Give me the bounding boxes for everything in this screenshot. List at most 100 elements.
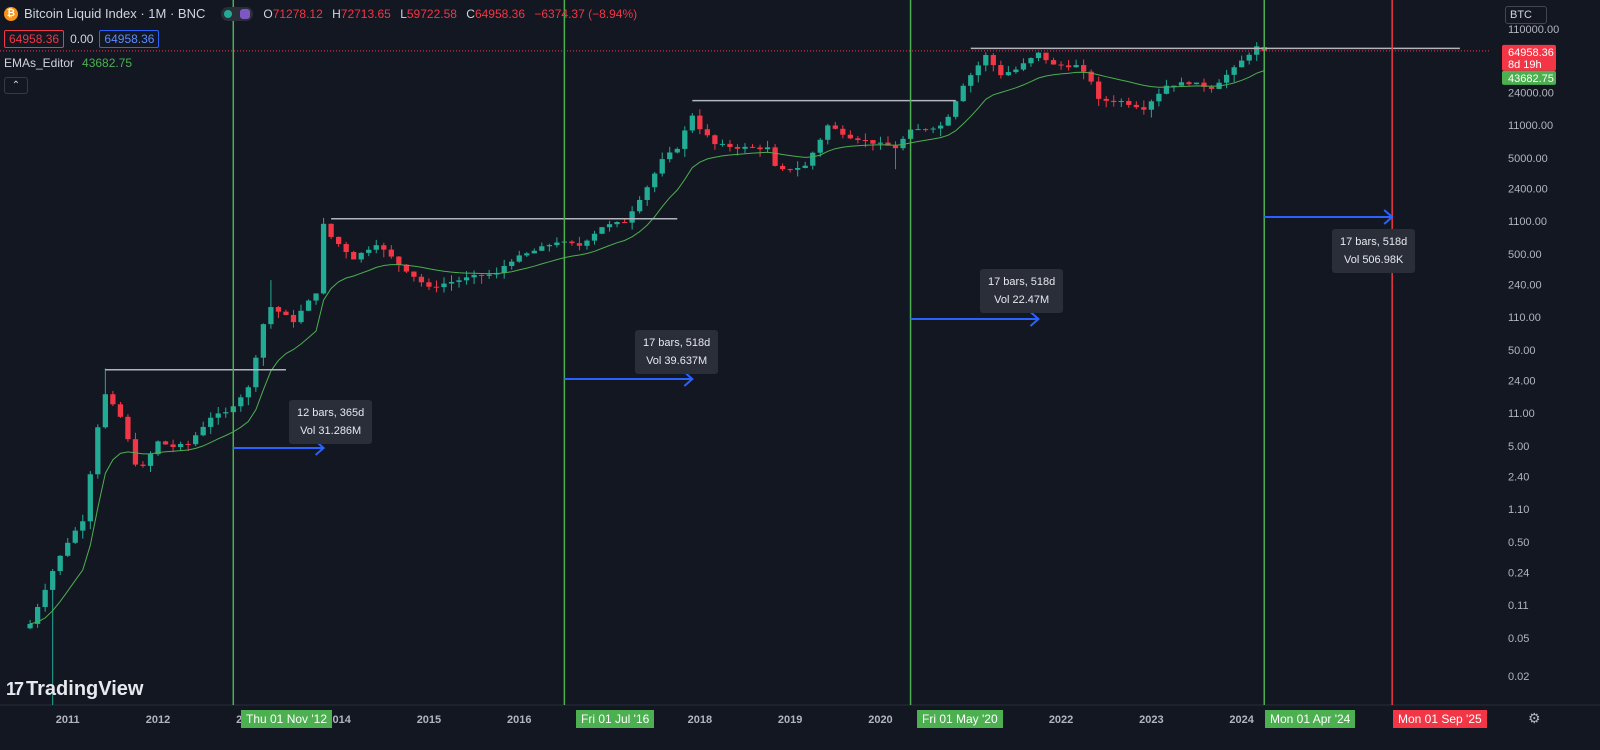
candle-body <box>1118 100 1124 103</box>
candle-body <box>117 404 124 417</box>
y-tick-label: 110000.00 <box>1508 24 1559 36</box>
candle-body <box>50 571 56 590</box>
last-price-tag <box>1502 44 1556 71</box>
candle-body <box>779 165 786 170</box>
candle-body <box>757 147 763 150</box>
candle-body <box>1133 104 1139 108</box>
candle-body <box>847 134 853 139</box>
candle-body <box>328 223 334 237</box>
candle-body <box>772 147 778 166</box>
y-tick-label: 5000.00 <box>1508 153 1548 165</box>
candle-body <box>749 146 756 148</box>
candle-body <box>614 222 620 225</box>
candle-body <box>810 152 816 166</box>
gear-icon[interactable]: ⚙ <box>1528 710 1541 726</box>
candle-body <box>132 439 139 465</box>
y-tick-label: 11.00 <box>1508 408 1535 420</box>
candle-body <box>185 443 191 445</box>
candle-body <box>509 261 515 267</box>
indicator-legend[interactable]: EMAs_Editor 43682.75 <box>4 56 132 70</box>
market-open-icon <box>224 9 233 18</box>
y-tick-label: 0.02 <box>1508 671 1529 683</box>
y-tick-label: 1.10 <box>1508 504 1529 516</box>
candle-body <box>1096 81 1102 99</box>
y-tick-label: 0.24 <box>1508 567 1529 579</box>
candle-body <box>403 264 409 272</box>
symbol-title[interactable]: Bitcoin Liquid Index · 1M · BNC <box>24 6 206 21</box>
candle-body <box>1193 82 1200 85</box>
vline-date-label: Mon 01 Sep '25 <box>1393 710 1487 728</box>
candle-body <box>208 417 214 427</box>
candle-body <box>945 116 951 126</box>
candle-body <box>1239 60 1245 68</box>
tradingview-logo: 17 TradingView <box>6 678 143 701</box>
ema-line <box>29 70 1265 625</box>
candle-body <box>674 148 680 153</box>
bitcoin-icon: ₿ <box>4 6 18 21</box>
candle-body <box>629 211 635 223</box>
candle-body <box>554 242 560 246</box>
x-tick-label: 2023 <box>1139 714 1163 726</box>
measure-arrow-head <box>683 371 694 387</box>
indicator-name: EMAs_Editor <box>4 56 75 70</box>
buy-price-button[interactable]: 64958.36 <box>99 30 160 48</box>
candle-body <box>1156 93 1162 102</box>
candle-body <box>727 143 733 148</box>
measurement-label: 12 bars, 365d Vol 31.286M <box>289 400 373 444</box>
candle-body <box>448 281 455 284</box>
x-tick-label: 2018 <box>688 714 712 726</box>
candle-body <box>1111 100 1117 103</box>
candle-body <box>742 146 748 149</box>
measurement-label: 17 bars, 518d Vol 22.47M <box>980 269 1064 313</box>
candle-body <box>516 255 522 262</box>
bar-countdown: 8d 19h <box>1508 59 1542 71</box>
ema-price-value: 43682.75 <box>1508 73 1554 85</box>
change-value: −6374.37 (−8.94%) <box>534 6 638 21</box>
y-tick-label: 240.00 <box>1508 279 1542 291</box>
candle-body <box>1073 65 1079 68</box>
y-tick-label: 24000.00 <box>1508 87 1554 99</box>
candle-body <box>478 274 485 276</box>
close-value: 64958.36 <box>474 6 526 21</box>
measurement-label: 17 bars, 518d Vol 39.637M <box>635 330 719 374</box>
sell-price-button[interactable]: 64958.36 <box>4 30 65 48</box>
candle-body <box>177 443 184 447</box>
x-tick-label: 2012 <box>146 714 170 726</box>
currency-selector[interactable]: BTC <box>1505 6 1547 24</box>
y-tick-label: 2400.00 <box>1508 183 1548 195</box>
x-tick-label: 2011 <box>56 714 80 726</box>
measure-arrow-head <box>1383 209 1394 225</box>
candle-body <box>870 140 876 144</box>
candle-body <box>802 165 808 169</box>
candle-body <box>1058 64 1064 66</box>
candle-body <box>652 173 658 188</box>
candle-body <box>72 530 78 543</box>
candle-body <box>351 252 357 260</box>
candle-body <box>584 240 590 246</box>
candle-body <box>42 589 48 608</box>
candle-body <box>644 187 650 200</box>
y-tick-label: 0.05 <box>1508 633 1529 645</box>
collapse-legend-button[interactable]: ⌃ <box>4 77 28 94</box>
ohlc-values: O71278.12 H72713.65 L59722.58 C64958.36 … <box>263 6 638 21</box>
candle-body <box>975 65 981 76</box>
measure-arrow-head <box>1029 311 1041 327</box>
candle-body <box>253 357 259 388</box>
candle-body <box>343 244 349 253</box>
candle-body <box>1028 58 1034 64</box>
candle-body <box>147 454 154 466</box>
candle-body <box>659 159 665 174</box>
measurement-label: 17 bars, 518d Vol 506.98K <box>1332 229 1416 273</box>
y-tick-label: 0.11 <box>1508 600 1529 612</box>
candle-body <box>712 135 718 145</box>
candle-body <box>275 307 282 312</box>
candle-body <box>877 142 884 144</box>
candle-body <box>825 125 831 140</box>
candle-body <box>215 413 221 418</box>
market-status-toggle[interactable] <box>221 6 254 21</box>
candle-body <box>1141 107 1147 110</box>
candle-body <box>531 250 537 254</box>
candle-body <box>433 286 440 288</box>
candle-body <box>787 169 793 171</box>
